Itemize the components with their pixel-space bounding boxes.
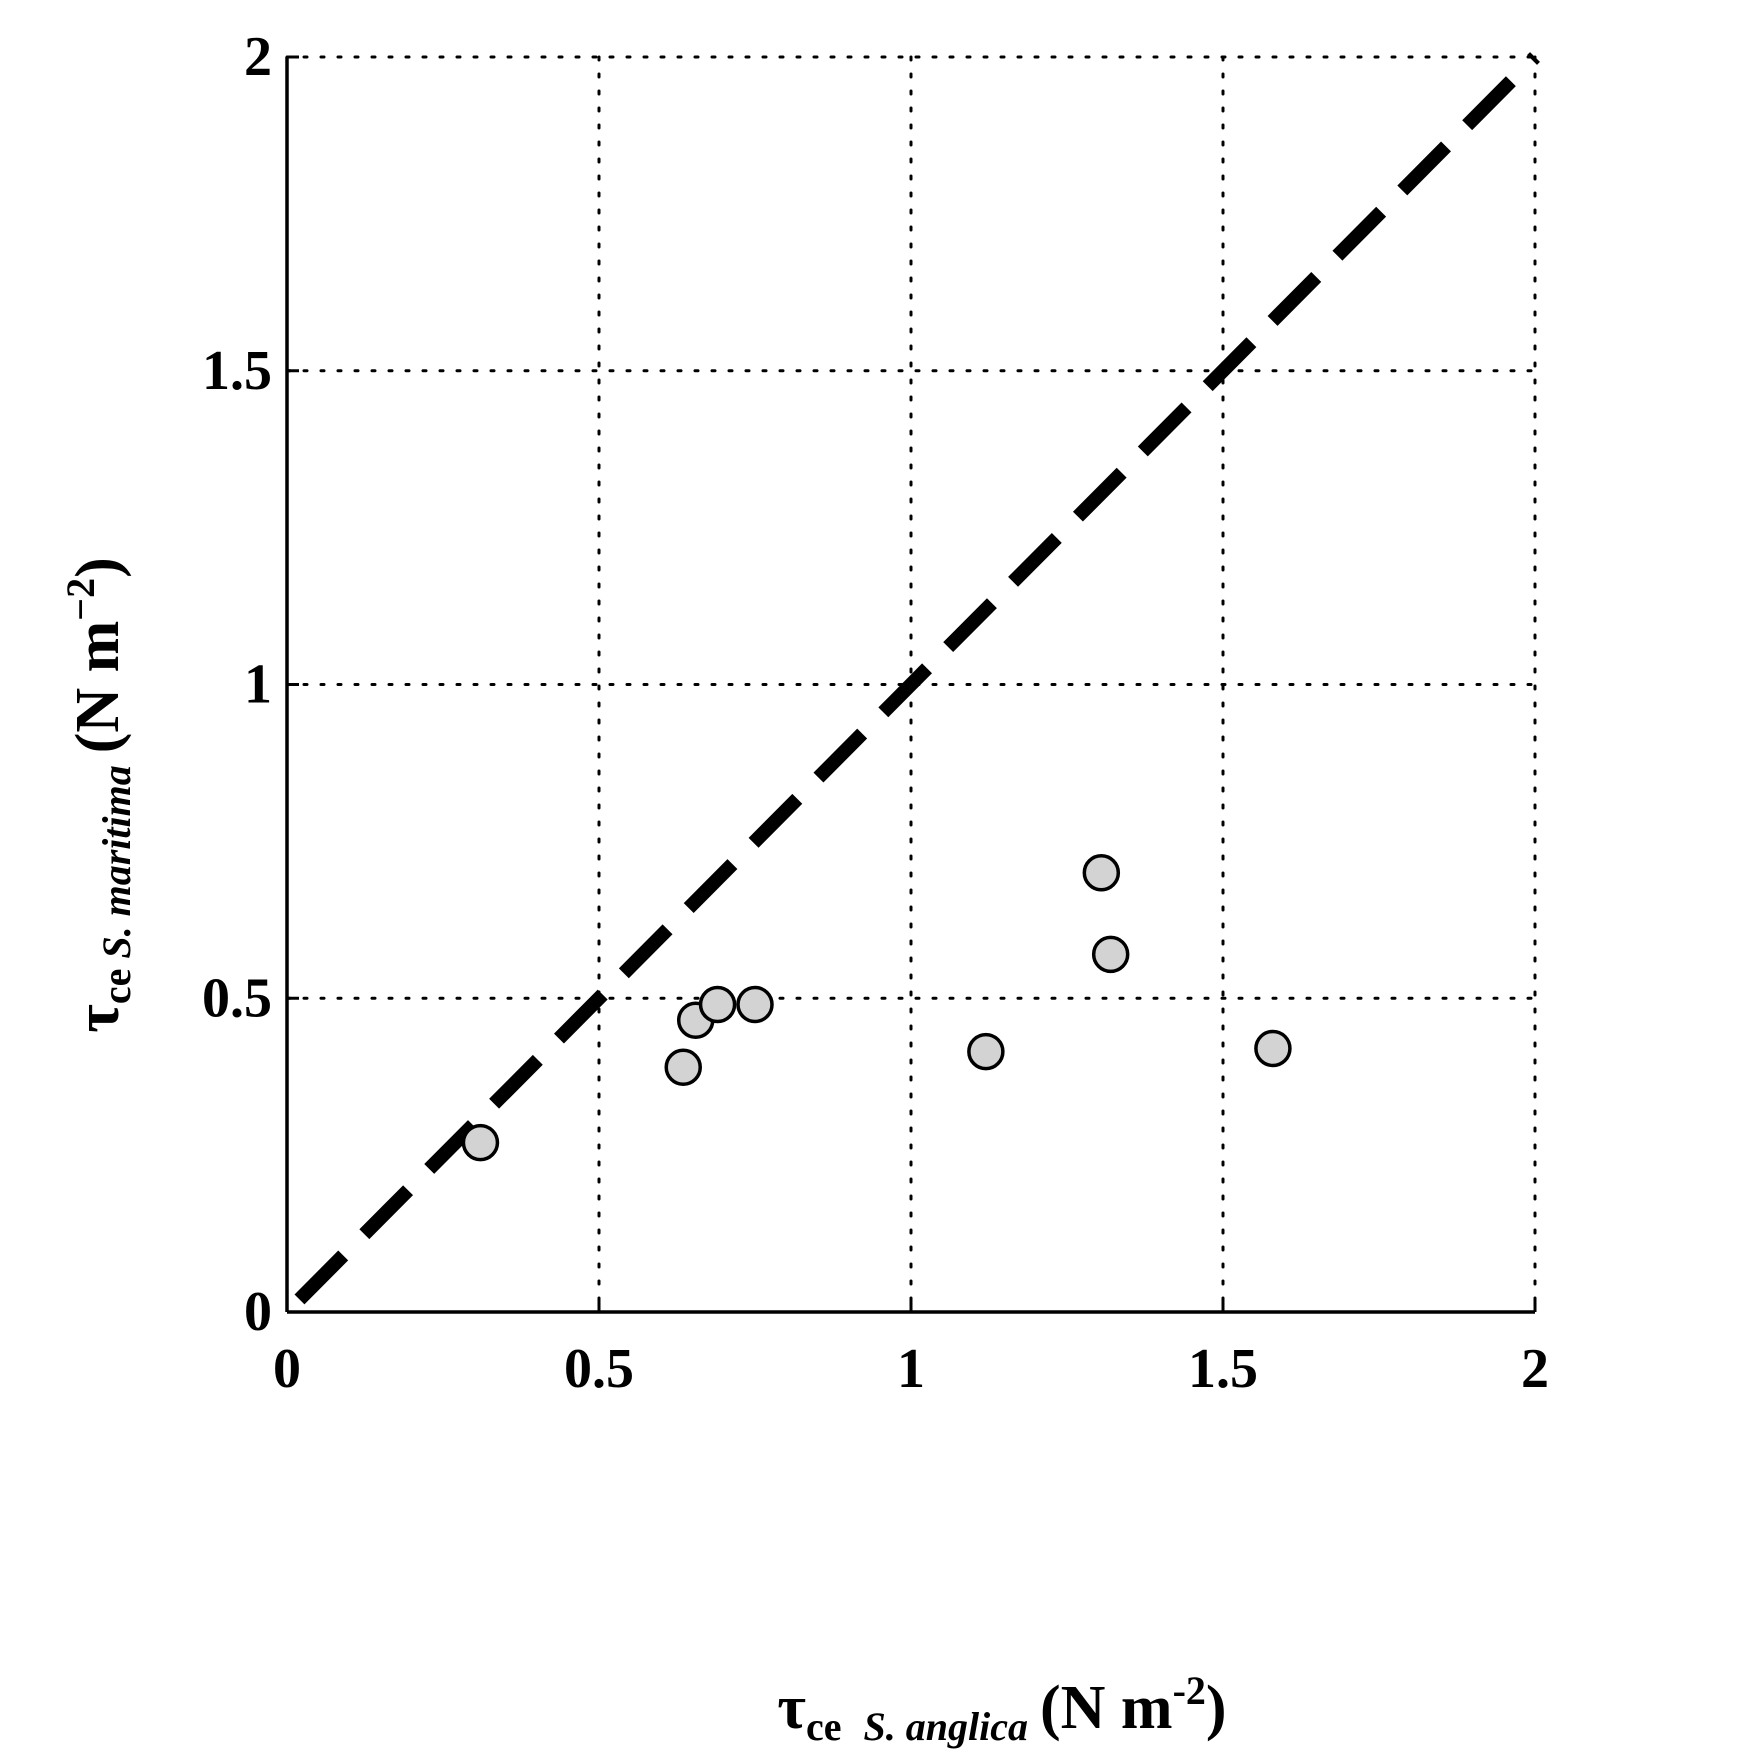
y-axis-label-close: ) — [64, 557, 132, 578]
x-axis-label-exponent: -2 — [1173, 1668, 1206, 1713]
data-point — [736, 985, 774, 1024]
y-axis-label-species: S. maritima — [94, 765, 139, 958]
y-tick-label: 0.5 — [202, 967, 272, 1029]
y-axis-label-symbol: τ — [64, 1004, 132, 1033]
tick-labels: 0 0.5 1 1.5 2 0 0.5 1 1.5 2 — [202, 26, 1549, 1400]
x-axis-label-close: ) — [1206, 1674, 1227, 1742]
data-point — [664, 1048, 702, 1087]
y-tick-label: 1.5 — [202, 340, 272, 402]
x-axis-label-unit: (N m — [1040, 1674, 1173, 1742]
data-point — [1082, 854, 1121, 892]
data-point — [698, 985, 737, 1024]
x-tick-label: 0 — [273, 1338, 301, 1400]
one-to-one-reference-line — [294, 52, 1540, 1305]
y-axis-label-unit: (N m — [64, 621, 132, 754]
x-axis-label-symbol: τ — [777, 1674, 806, 1742]
x-tick-label: 1.5 — [1188, 1338, 1258, 1400]
x-tick-label: 2 — [1521, 1338, 1549, 1400]
data-point — [1091, 935, 1130, 974]
y-axis-label-subscript: ce — [94, 969, 139, 1005]
y-axis-label-exponent: −2 — [58, 578, 103, 621]
x-axis-label-subscript: ce — [806, 1704, 842, 1749]
y-axis-label: τce S. maritima (N m−2) — [58, 557, 139, 1033]
x-axis-label-species: S. anglica — [864, 1704, 1028, 1749]
data-point — [461, 1123, 500, 1162]
data-points — [461, 854, 1292, 1162]
data-point — [1254, 1029, 1292, 1068]
axes — [285, 55, 1537, 1314]
y-tick-label: 1 — [244, 654, 272, 716]
y-tick-label: 2 — [244, 26, 272, 88]
reference-line-layer — [294, 52, 1540, 1305]
y-tick-label: 0 — [244, 1281, 272, 1343]
x-tick-label: 0.5 — [564, 1338, 634, 1400]
x-axis-label: τce S. anglica (N m-2) — [777, 1668, 1226, 1749]
x-tick-label: 1 — [897, 1338, 925, 1400]
data-point — [967, 1032, 1005, 1071]
